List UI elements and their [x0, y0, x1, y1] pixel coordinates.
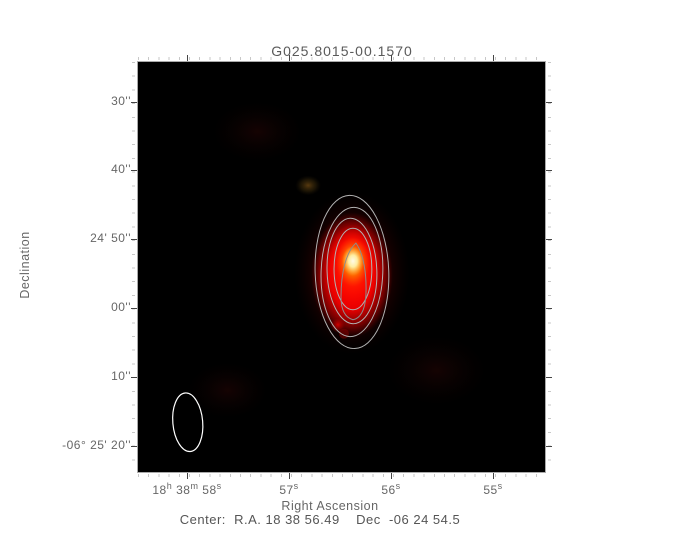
axis-major-tick [546, 101, 552, 103]
dec-tick-label: -06° 25' 20'' [62, 437, 131, 452]
axis-major-tick [131, 445, 137, 447]
ra-axis-label: Right Ascension [281, 499, 379, 513]
minor-ticks-left [132, 62, 135, 472]
ra-tick-label: 55s [483, 481, 503, 497]
axis-major-tick [493, 55, 494, 61]
dec-tick-label: 00'' [111, 300, 131, 314]
minor-ticks-right [548, 62, 551, 472]
ra-tick-label: 18h 38m 58s [152, 481, 222, 497]
dec-tick-label: 10'' [111, 369, 131, 383]
axis-major-tick [187, 473, 188, 479]
minor-ticks-top [138, 57, 546, 60]
axis-major-tick [546, 377, 552, 378]
ra-tick-label: 56s [381, 481, 401, 497]
axis-major-tick [546, 445, 552, 447]
axis-major-tick [131, 170, 137, 171]
axis-major-tick [493, 473, 494, 479]
axis-major-tick [546, 308, 552, 309]
axis-major-tick [546, 239, 552, 240]
faint-orange-spot [295, 175, 322, 196]
axis-major-tick [131, 239, 137, 240]
ra-tick-label: 57s [279, 481, 299, 497]
dec-tick-label: 40'' [111, 162, 131, 176]
main-source-blob [294, 191, 410, 355]
minor-ticks-bottom [138, 474, 546, 477]
axis-major-tick [289, 55, 290, 61]
axis-major-tick [131, 308, 137, 309]
faint-background-smudges [187, 101, 487, 419]
axis-major-tick [546, 170, 552, 171]
source-core [341, 246, 364, 276]
axis-major-tick [187, 55, 188, 61]
sky-image-canvas [137, 61, 546, 473]
axis-major-tick [391, 55, 392, 61]
axis-major-tick [131, 101, 137, 103]
sky-image-svg [172, 101, 487, 453]
dec-tick-label: 30'' [111, 93, 131, 108]
dec-tick-label: 24' 50'' [90, 231, 131, 245]
plot-title: G025.8015-00.1570 [271, 43, 413, 59]
axis-major-tick [289, 473, 290, 479]
axis-major-tick [131, 377, 137, 378]
axis-major-tick [391, 473, 392, 479]
beam-ellipse [172, 392, 204, 453]
center-coordinates-caption: Center: R.A. 18 38 56.49 Dec -06 24 54.5 [179, 512, 461, 527]
contour-lines [314, 194, 390, 350]
